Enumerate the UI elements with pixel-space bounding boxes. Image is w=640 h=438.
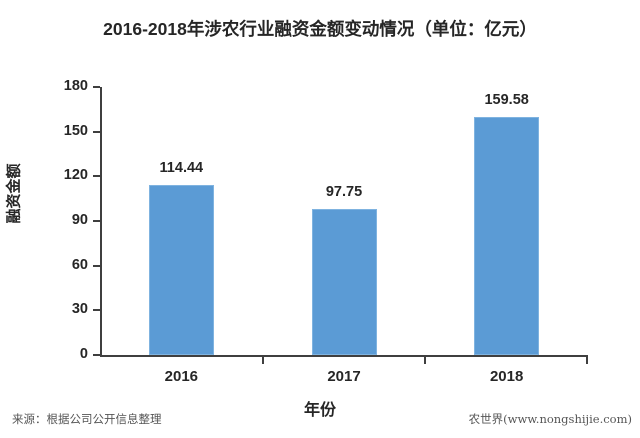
y-axis-tick — [93, 309, 100, 312]
y-axis-tick — [93, 264, 100, 267]
x-axis-tick — [261, 357, 264, 364]
x-axis-category-label: 2018 — [489, 368, 524, 385]
bar-value-label: 97.75 — [325, 184, 363, 201]
y-axis-tick-label: 30 — [71, 301, 88, 318]
x-axis-end-tick — [586, 357, 588, 364]
y-axis-tick-label: 0 — [79, 346, 88, 362]
y-axis-tick-label: 120 — [63, 167, 88, 184]
chart-title: 2016-2018年涉农行业融资金额变动情况（单位：亿元） — [103, 19, 537, 39]
watermark: 农世界(www.nongshijie.com) — [468, 412, 632, 426]
y-axis-tick — [93, 130, 100, 133]
bar — [311, 209, 377, 355]
y-axis-tick — [93, 220, 100, 222]
y-axis-tick — [93, 354, 100, 356]
x-axis-title: 年份 — [303, 402, 336, 419]
bar-value-label: 114.44 — [159, 159, 204, 176]
bar-value-label: 159.58 — [484, 92, 529, 109]
y-axis-tick-label: 90 — [71, 212, 88, 228]
y-axis-tick — [93, 175, 100, 178]
y-axis-line — [100, 87, 102, 356]
x-axis-tick — [424, 357, 427, 364]
x-axis-category-label: 2016 — [164, 368, 199, 385]
plot-area — [93, 86, 588, 364]
y-axis-title: 融资金额 — [5, 163, 23, 224]
y-axis-tick-label: 150 — [63, 122, 88, 139]
bar — [148, 184, 214, 355]
x-axis-category-label: 2017 — [327, 368, 361, 385]
y-axis-tick-label: 180 — [63, 78, 88, 94]
bar — [474, 117, 540, 355]
source-note: 来源：根据公司公开信息整理 — [12, 412, 162, 426]
y-axis-tick-label: 60 — [71, 256, 88, 273]
y-axis-tick — [93, 86, 100, 88]
x-axis-line — [100, 355, 588, 357]
